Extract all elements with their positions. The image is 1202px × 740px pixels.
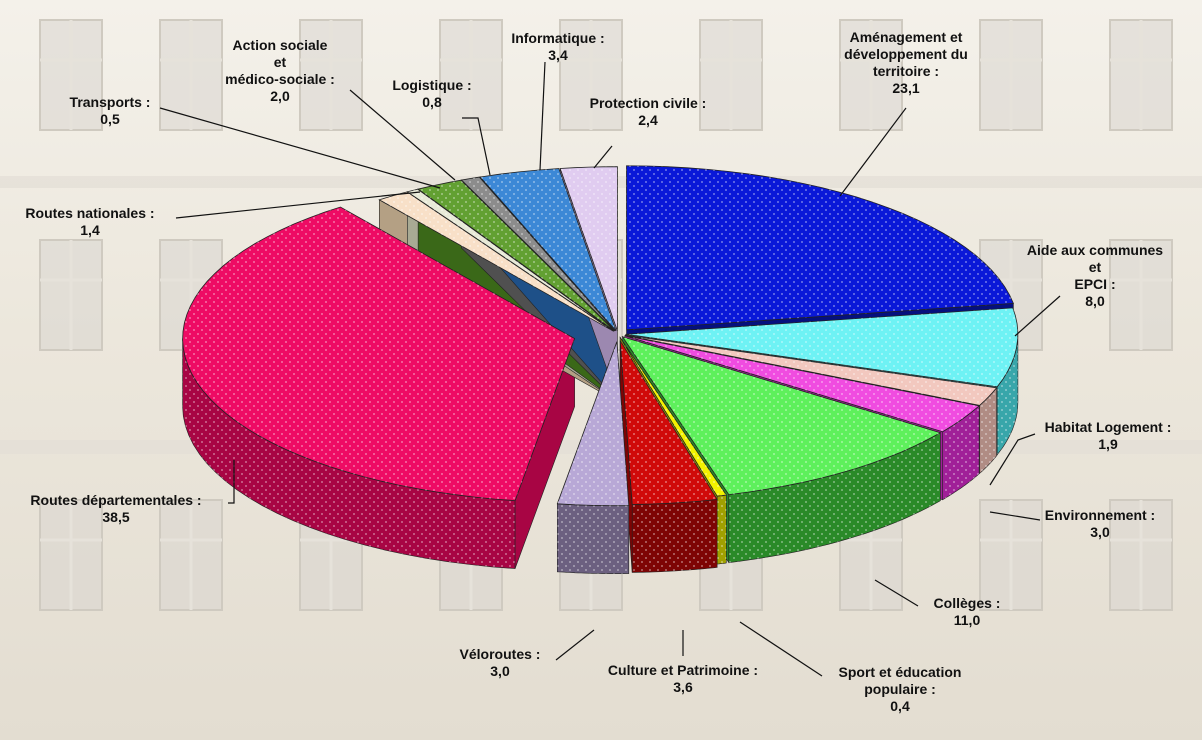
leader-line-environnement (989, 511, 1041, 521)
leader-line-habitat-logement (989, 433, 1036, 486)
leader-line-routes-departementales (228, 460, 235, 504)
data-label-line: 3,0 (1090, 524, 1110, 540)
leader-line-colleges (874, 579, 919, 607)
leader-line-routes-nationales (175, 191, 421, 219)
data-label-line: Logistique : (392, 77, 471, 93)
pie-slice-texture-culture-et-patrimoine (620, 340, 718, 505)
data-label-line: 38,5 (102, 509, 129, 525)
pie-top-faces (182, 165, 1019, 507)
data-label-line: Culture et Patrimoine : (608, 662, 758, 678)
data-label-culture-et-patrimoine: Culture et Patrimoine :3,6 (608, 662, 758, 695)
data-label-line: EPCI : (1074, 276, 1115, 292)
pie-side-texture-colleges (728, 432, 941, 563)
data-label-line: Routes nationales : (25, 205, 154, 221)
leader-line-action-sociale-et-medico-sociale (349, 89, 456, 181)
data-label-line: 8,0 (1085, 293, 1105, 309)
data-label-line: Habitat Logement : (1045, 419, 1172, 435)
pie-side-texture-culture-et-patrimoine (632, 499, 718, 573)
data-label-line: Aide aux communes (1027, 242, 1163, 258)
data-label-line: 11,0 (954, 612, 981, 628)
data-label-logistique: Logistique :0,8 (392, 77, 471, 110)
data-label-transports: Transports :0,5 (70, 94, 151, 127)
data-label-routes-departementales: Routes départementales :38,5 (30, 492, 201, 525)
data-label-line: territoire : (873, 63, 939, 79)
leader-line-informatique (539, 61, 546, 171)
data-label-line: développement du (844, 46, 968, 62)
pie-slice-texture-routes-nationales (379, 191, 614, 332)
data-label-amenagement-et-developpement-du-territoire: Aménagement et développement du territoire… (844, 29, 968, 96)
pie-slice-texture-habitat-logement (625, 335, 997, 406)
data-label-line: Transports : (70, 94, 151, 110)
pie-slice-texture-amenagement-et-developpement-du-territoire (626, 165, 1014, 330)
data-label-environnement: Environnement :3,0 (1045, 507, 1155, 540)
pie-slice-texture-transports (407, 189, 614, 332)
pie-side-texture-sport-et-education-populaire (717, 495, 727, 565)
leader-line-logistique (462, 117, 491, 176)
leader-line-sport-et-education-populaire (739, 621, 823, 677)
data-label-line: Collèges : (934, 595, 1001, 611)
data-label-line: 1,4 (80, 222, 100, 238)
data-label-routes-nationales: Routes nationales :1,4 (25, 205, 154, 238)
data-label-line: populaire : (864, 681, 936, 697)
pie-slice-texture-routes-departementales (182, 207, 575, 501)
data-label-line: Action sociale (233, 37, 328, 53)
data-label-line: Sport et éducation (839, 664, 962, 680)
pie-slice-texture-sport-et-education-populaire (620, 337, 727, 497)
slice-labels: Aménagement et développement du territoire… (25, 29, 1171, 714)
data-label-line: et (1089, 259, 1102, 275)
data-label-line: Véloroutes : (460, 646, 541, 662)
data-label-line: 3,4 (548, 47, 568, 63)
pie-slice-texture-action-sociale-et-medico-sociale (418, 180, 615, 331)
data-label-protection-civile: Protection civile :2,4 (590, 95, 707, 128)
data-label-veloroutes: Véloroutes :3,0 (460, 646, 541, 679)
data-label-colleges: Collèges :11,0 (934, 595, 1001, 628)
data-label-aide-aux-communes-et-epci: Aide aux communes et EPCI :8,0 (1027, 242, 1163, 309)
pie-slice-texture-environnement (624, 335, 980, 432)
leader-line-transports (159, 107, 441, 189)
leader-line-aide-aux-communes-et-epci (1014, 295, 1061, 337)
data-label-sport-et-education-populaire: Sport et éducation populaire :0,4 (839, 664, 962, 714)
data-label-line: 2,0 (270, 88, 290, 104)
pie-slice-texture-informatique (480, 168, 616, 331)
data-label-habitat-logement: Habitat Logement :1,9 (1045, 419, 1172, 452)
leader-line-veloroutes (555, 629, 595, 661)
pie-side-texture-environnement (942, 405, 980, 500)
leader-line-amenagement-et-developpement-du-territoire (839, 107, 907, 197)
data-label-line: 0,5 (100, 111, 120, 127)
pie-slice-texture-veloroutes (557, 341, 629, 506)
pie-slice-texture-protection-civile (560, 166, 618, 331)
data-label-line: et (274, 54, 287, 70)
data-label-line: médico-sociale : (225, 71, 335, 87)
pie-side-texture-habitat-logement (979, 387, 997, 474)
leader-line-protection-civile (593, 145, 613, 169)
data-label-line: Environnement : (1045, 507, 1155, 523)
data-label-line: Informatique : (511, 30, 604, 46)
data-label-line: 0,4 (890, 698, 910, 714)
data-label-line: Routes départementales : (30, 492, 201, 508)
data-label-line: 0,8 (422, 94, 442, 110)
data-label-line: Protection civile : (590, 95, 707, 111)
data-label-line: Aménagement et (850, 29, 963, 45)
pie-slice-texture-aide-aux-communes-et-epci (625, 307, 1018, 387)
pie-side-texture-aide-aux-communes-et-epci (997, 334, 1018, 455)
pie-side-texture-routes-departementales (182, 338, 516, 569)
data-label-line: 3,0 (490, 663, 510, 679)
data-label-action-sociale-et-medico-sociale: Action sociale et médico-sociale :2,0 (225, 37, 335, 104)
leader-lines (159, 61, 1061, 677)
pie-slice-texture-logistique (461, 177, 616, 331)
data-label-line: 1,9 (1098, 436, 1118, 452)
pie-slice-texture-colleges (622, 336, 941, 495)
data-label-informatique: Informatique :3,4 (511, 30, 604, 63)
data-label-line: 3,6 (673, 679, 693, 695)
data-label-line: 23,1 (892, 80, 919, 96)
pie-side-texture-veloroutes (557, 503, 629, 574)
data-label-line: 2,4 (638, 112, 658, 128)
